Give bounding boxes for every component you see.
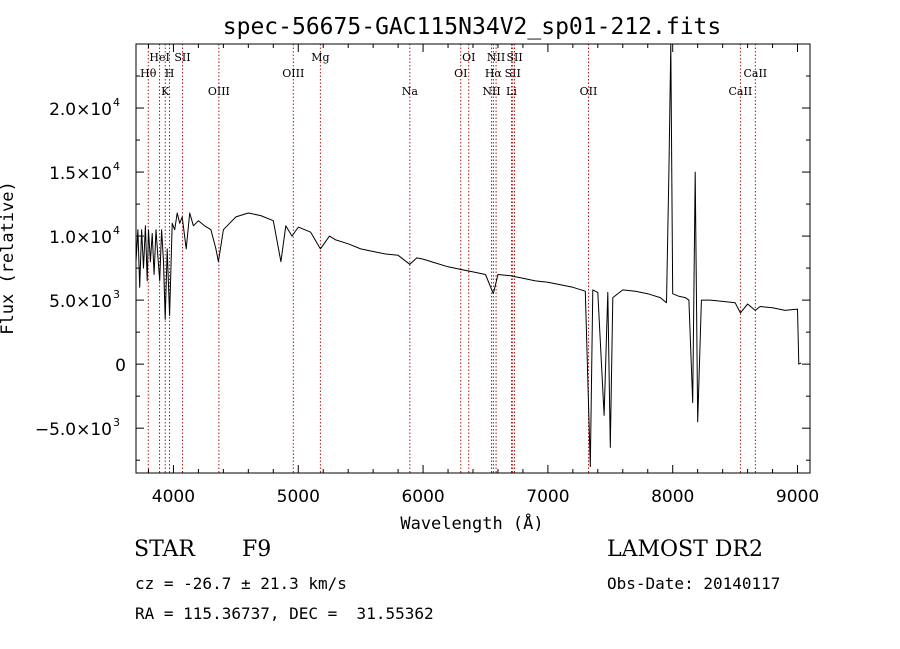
y-tick-exponent: 4	[113, 160, 120, 173]
redshift-cz: cz = -26.7 ± 21.3 km/s	[135, 574, 347, 593]
y-tick-label: 1.5×10	[49, 164, 112, 184]
coordinates: RA = 115.36737, DEC = 31.55362	[135, 604, 434, 623]
spectrum-line	[135, 43, 802, 468]
line-marker-label: Li	[506, 85, 517, 98]
y-tick-label: 1.0×10	[49, 228, 112, 248]
line-marker-label: H	[165, 67, 175, 80]
line-marker-label: Hα	[485, 67, 503, 80]
x-axis: 4000 5000 6000 7000 8000 9000	[147, 44, 819, 507]
line-marker-label: CaII	[729, 85, 753, 98]
y-tick-exponent: 3	[113, 288, 120, 301]
line-marker-label: CaII	[743, 67, 767, 80]
chart-title: spec-56675-GAC115N34V2_sp01-212.fits	[223, 14, 722, 40]
x-tick-label: 9000	[776, 487, 819, 507]
object-type: STAR	[134, 537, 195, 562]
x-axis-label: Wavelength (Å)	[400, 512, 543, 534]
y-axis: −5.0×10 305.0×10 31.0×10 41.5×10 42.0×10 4	[35, 75, 810, 461]
line-marker-label: Hθ	[140, 67, 157, 80]
plot-frame	[135, 43, 811, 474]
x-tick-label: 4000	[152, 487, 195, 507]
x-tick-label: 6000	[401, 487, 444, 507]
line-marker-label: NII	[487, 51, 505, 64]
line-marker-label: SII	[505, 67, 521, 80]
object-subclass: F9	[242, 537, 272, 562]
y-tick-exponent: 4	[113, 96, 120, 109]
line-marker-label: OIII	[208, 85, 230, 98]
line-marker-label: OI	[454, 67, 467, 80]
obs-date: Obs-Date: 20140117	[607, 574, 781, 593]
survey-name: LAMOST DR2	[607, 537, 763, 562]
line-marker-label: SII	[174, 51, 190, 64]
x-tick-label: 7000	[526, 487, 569, 507]
line-marker-label: SII	[506, 51, 522, 64]
line-marker-label: K	[161, 85, 170, 98]
line-marker-label: Na	[402, 85, 419, 98]
y-tick-exponent: 4	[113, 224, 120, 237]
line-marker-label: HeI	[149, 51, 169, 64]
x-tick-label: 8000	[651, 487, 694, 507]
y-axis-label: Flux (relative)	[0, 181, 18, 335]
emission-line-markers: Hθ HeI KH SII OIII OIII Mg Na OI OI NII Hα NII Li SII S…	[140, 44, 767, 473]
y-tick-label: 0	[115, 356, 126, 376]
y-tick-label: −5.0×10	[35, 420, 112, 440]
line-marker-label: OI	[462, 51, 475, 64]
line-marker-label: OIII	[282, 67, 304, 80]
x-tick-label: 5000	[277, 487, 320, 507]
y-tick-label: 2.0×10	[49, 100, 112, 120]
line-marker-label: Mg	[311, 51, 329, 64]
line-marker-label: OII	[580, 85, 598, 98]
y-tick-exponent: 3	[113, 416, 120, 429]
line-marker-label: NII	[482, 85, 500, 98]
y-tick-label: 5.0×10	[49, 292, 112, 312]
